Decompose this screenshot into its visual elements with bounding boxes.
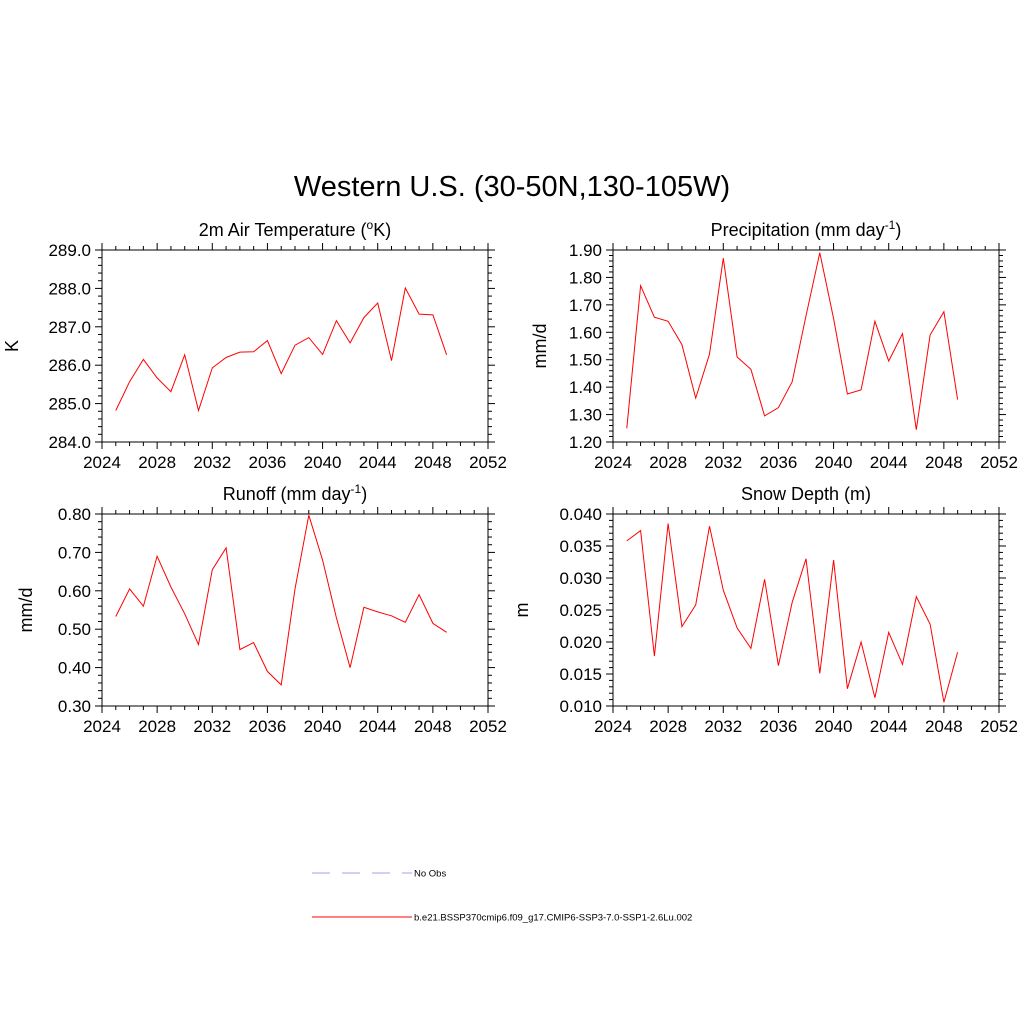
- panel-title-suffix: K): [373, 220, 391, 240]
- panel-title-text: Runoff (mm day: [223, 484, 351, 504]
- x-tick-label: 2048: [925, 453, 963, 472]
- panel-title: 2m Air Temperature (oK): [199, 218, 391, 240]
- panel-snow-depth: 2024 2028 2032 2036 2040 2044 2048 2052 0.010 0.0…: [512, 484, 1018, 736]
- panel-title-superscript: -1: [351, 482, 362, 496]
- y-tick-label: 289.0: [48, 241, 91, 260]
- y-tick-label: 1.70: [569, 296, 602, 315]
- x-tick-label: 2048: [414, 453, 452, 472]
- panel-title: Precipitation (mm day-1): [711, 218, 902, 240]
- y-tick-label: 284.0: [48, 433, 91, 452]
- legend-item: No Obs: [312, 869, 446, 880]
- x-tick-label: 2032: [704, 453, 742, 472]
- y-axis-label: K: [2, 340, 22, 352]
- x-tick-label: 2036: [249, 453, 287, 472]
- y-tick-label: 0.40: [58, 659, 91, 678]
- y-tick-label: 0.80: [58, 505, 91, 524]
- x-tick-label: 2024: [594, 453, 632, 472]
- figure-title: Western U.S. (30-50N,130-105W): [294, 171, 730, 203]
- plot-frame: [612, 249, 1000, 443]
- panels: 2024 2028 2032 2036 2040 2044 2048 2052 284.0 285…: [2, 218, 1018, 736]
- y-tick-label: 285.0: [48, 395, 91, 414]
- y-tick-label: 0.50: [58, 620, 91, 639]
- x-tick-label: 2044: [359, 453, 397, 472]
- x-tick-label: 2044: [359, 717, 397, 736]
- panel-title-superscript: o: [367, 218, 374, 232]
- x-tick-label: 2044: [870, 717, 908, 736]
- y-tick-label: 0.025: [559, 601, 602, 620]
- plot-frame: [101, 513, 489, 707]
- panel-title-superscript: -1: [885, 218, 896, 232]
- y-tick-label: 0.040: [559, 505, 602, 524]
- x-tick-label: 2024: [594, 717, 632, 736]
- x-tick-label: 2036: [760, 717, 798, 736]
- x-tick-label: 2036: [760, 453, 798, 472]
- y-axis-label: mm/d: [16, 588, 36, 633]
- panel-title-text: Snow Depth (m): [741, 484, 871, 504]
- x-tick-label: 2024: [83, 717, 121, 736]
- y-tick-label: 0.015: [559, 665, 602, 684]
- x-tick-label: 2028: [649, 453, 687, 472]
- legend: No Obs b.e21.BSSP370cmip6.f09_g17.CMIP6-S…: [312, 869, 692, 924]
- x-tick-label: 2044: [870, 453, 908, 472]
- panel-title: Runoff (mm day-1): [223, 482, 367, 504]
- y-axis-label: m: [512, 603, 532, 618]
- panel-title-suffix: ): [895, 220, 901, 240]
- x-tick-label: 2028: [138, 717, 176, 736]
- x-tick-label: 2040: [304, 453, 342, 472]
- y-tick-label: 0.70: [58, 543, 91, 562]
- x-tick-label: 2040: [815, 453, 853, 472]
- x-tick-label: 2052: [980, 453, 1018, 472]
- y-tick-label: 0.035: [559, 537, 602, 556]
- x-tick-label: 2040: [815, 717, 853, 736]
- x-tick-label: 2040: [304, 717, 342, 736]
- y-tick-label: 0.30: [58, 697, 91, 716]
- series-line: [626, 523, 959, 703]
- legend-label: No Obs: [414, 869, 446, 880]
- panel-precipitation: 2024 2028 2032 2036 2040 2044 2048 2052 1.20 1.30…: [530, 218, 1018, 472]
- panel-title: Snow Depth (m): [741, 484, 871, 504]
- y-tick-label: 0.030: [559, 569, 602, 588]
- y-tick-label: 0.010: [559, 697, 602, 716]
- x-tick-label: 2028: [138, 453, 176, 472]
- x-tick-label: 2024: [83, 453, 121, 472]
- x-tick-label: 2052: [980, 717, 1018, 736]
- x-tick-label: 2032: [193, 453, 231, 472]
- y-axis-label: mm/d: [530, 324, 550, 369]
- panel-title-text: Precipitation (mm day: [711, 220, 885, 240]
- y-tick-label: 0.020: [559, 633, 602, 652]
- x-tick-label: 2036: [249, 717, 287, 736]
- y-tick-label: 286.0: [48, 356, 91, 375]
- panel-runoff: 2024 2028 2032 2036 2040 2044 2048 2052 0.30 0.40…: [16, 482, 507, 736]
- y-tick-label: 0.60: [58, 582, 91, 601]
- x-tick-label: 2052: [469, 717, 507, 736]
- y-tick-label: 287.0: [48, 318, 91, 337]
- x-tick-label: 2028: [649, 717, 687, 736]
- series-line: [626, 252, 959, 430]
- y-tick-label: 1.30: [569, 406, 602, 425]
- series-line: [115, 286, 448, 413]
- legend-label: b.e21.BSSP370cmip6.f09_g17.CMIP6-SSP3-7.…: [414, 913, 692, 924]
- x-tick-label: 2048: [414, 717, 452, 736]
- panel-title-text: 2m Air Temperature (: [199, 220, 367, 240]
- panel-title-suffix: ): [361, 484, 367, 504]
- x-tick-label: 2032: [193, 717, 231, 736]
- x-tick-label: 2048: [925, 717, 963, 736]
- y-tick-label: 1.40: [569, 378, 602, 397]
- series-line: [115, 515, 447, 686]
- x-tick-label: 2052: [469, 453, 507, 472]
- y-tick-label: 1.20: [569, 433, 602, 452]
- y-tick-label: 288.0: [48, 279, 91, 298]
- y-tick-label: 1.60: [569, 323, 602, 342]
- y-tick-label: 1.90: [569, 241, 602, 260]
- y-tick-label: 1.50: [569, 351, 602, 370]
- legend-item: b.e21.BSSP370cmip6.f09_g17.CMIP6-SSP3-7.…: [312, 913, 692, 924]
- panel-temperature: 2024 2028 2032 2036 2040 2044 2048 2052 284.0 285…: [2, 218, 507, 472]
- x-tick-label: 2032: [704, 717, 742, 736]
- y-tick-label: 1.80: [569, 268, 602, 287]
